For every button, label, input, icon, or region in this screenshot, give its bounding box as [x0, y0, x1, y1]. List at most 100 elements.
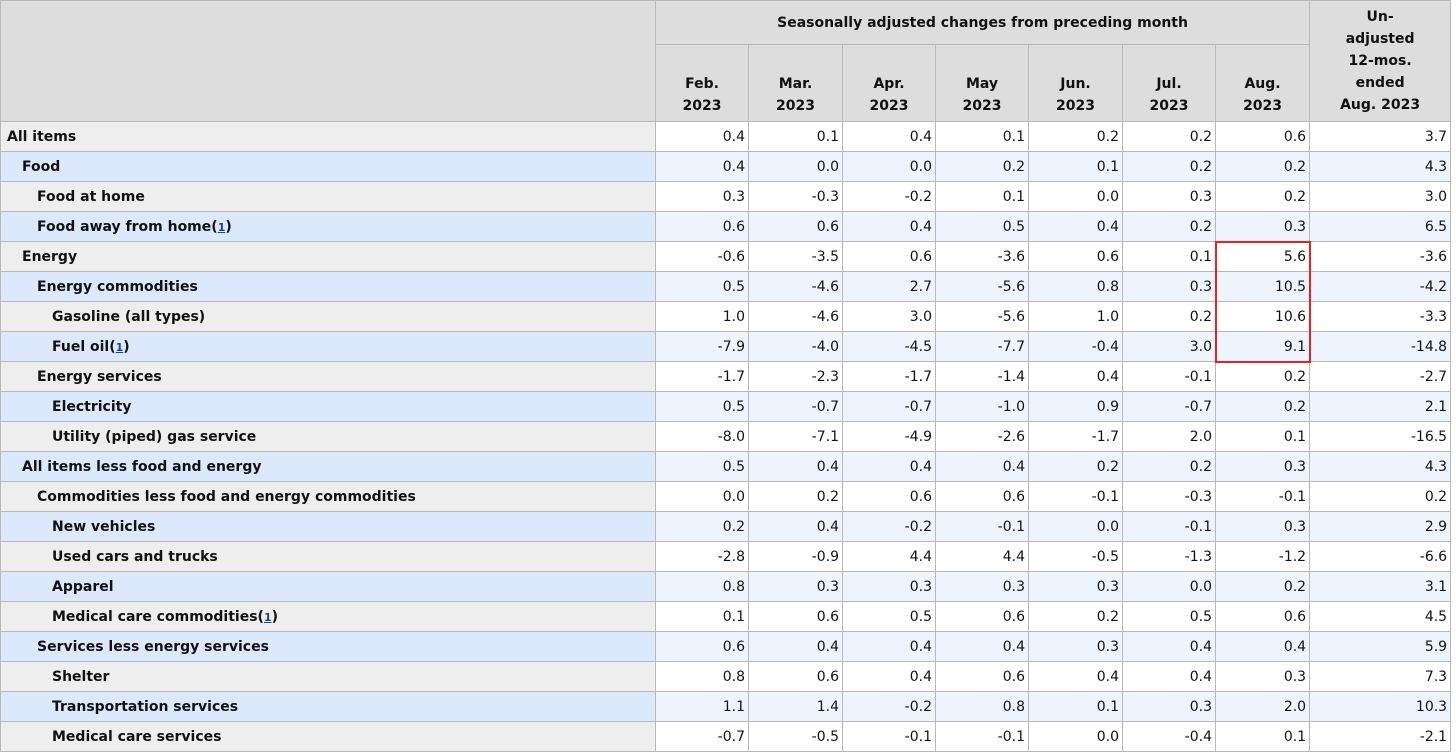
value-cell: 10.6	[1214, 301, 1311, 332]
value-cell: 0.2	[655, 511, 749, 542]
month-header-line: 2023	[962, 98, 1002, 114]
row-label-text: Energy	[22, 248, 78, 265]
value-cell: 0.5	[935, 211, 1029, 242]
seasonal-group-header: Seasonally adjusted changes from precedi…	[654, 0, 1311, 45]
value-cell: 0.4	[842, 451, 936, 482]
value-cell: 0.0	[1028, 181, 1123, 212]
value-cell: 0.2	[1122, 211, 1216, 242]
value-cell: 0.4	[842, 661, 936, 692]
value-cell: 0.3	[1028, 631, 1123, 662]
value-cell: -0.1	[1122, 511, 1216, 542]
row-label-text: Shelter	[52, 668, 110, 685]
value-cell: 1.4	[748, 691, 843, 722]
unadjusted-header-line: 12-mos.	[1348, 53, 1412, 69]
value-cell: -0.2	[842, 511, 936, 542]
value-cell: -14.8	[1309, 331, 1452, 362]
value-cell: 4.4	[935, 541, 1029, 572]
month-header-line: 2023	[1149, 98, 1189, 114]
value-cell: 0.2	[935, 151, 1029, 182]
value-cell: 0.6	[748, 211, 843, 242]
value-cell: -0.5	[1028, 541, 1123, 572]
value-cell: 0.4	[842, 121, 936, 152]
table-row: Energy commodities 0.5 -4.6 2.7 -5.6 0.8 0.3 10…	[0, 271, 1452, 302]
value-cell: 0.3	[1028, 571, 1123, 602]
table-row: Shelter 0.8 0.6 0.4 0.6 0.4 0.4 0.3 7.3	[0, 661, 1452, 692]
value-cell: -4.0	[748, 331, 843, 362]
value-cell: -0.2	[842, 691, 936, 722]
value-cell: 0.5	[655, 271, 749, 302]
value-cell: 0.3	[1122, 691, 1216, 722]
table-row: Services less energy services 0.6 0.4 0.4 0.…	[0, 631, 1452, 662]
value-cell: 0.0	[655, 481, 749, 512]
value-cell: -3.3	[1309, 301, 1452, 332]
footnote-link[interactable]: 1	[217, 220, 226, 234]
value-cell: 0.4	[842, 211, 936, 242]
value-cell: 0.3	[1122, 271, 1216, 302]
value-cell: 0.4	[1122, 661, 1216, 692]
unadjusted-header-line: Un-	[1366, 9, 1394, 25]
value-cell: 0.1	[935, 181, 1029, 212]
value-cell: 0.1	[655, 601, 749, 632]
row-label-text: Gasoline (all types)	[52, 308, 206, 325]
value-cell: 7.3	[1309, 661, 1452, 692]
value-cell: 0.0	[842, 151, 936, 182]
row-label-text: Used cars and trucks	[52, 548, 218, 565]
value-cell: -4.6	[748, 271, 843, 302]
table-row: All items 0.4 0.1 0.4 0.1 0.2 0.2 0.6 3.7	[0, 121, 1452, 152]
value-cell: 0.2	[1028, 451, 1123, 482]
month-header-line: Jul.	[1156, 76, 1182, 92]
footnote-link[interactable]: 1	[115, 340, 124, 354]
value-cell: 0.1	[1214, 721, 1311, 752]
value-cell: 0.3	[1214, 511, 1311, 542]
row-label-text: Energy commodities	[37, 278, 198, 295]
value-cell: 0.8	[655, 571, 749, 602]
row-label: Fuel oil(1)	[0, 331, 656, 362]
value-cell: -0.7	[748, 391, 843, 422]
value-cell: 1.0	[1028, 301, 1123, 332]
value-cell: -1.7	[842, 361, 936, 392]
row-label: Food	[0, 151, 656, 182]
month-header: Feb. 2023	[655, 44, 749, 122]
value-cell: 0.0	[748, 151, 843, 182]
value-cell: 0.5	[655, 451, 749, 482]
value-cell: 0.6	[935, 661, 1029, 692]
row-label-text: New vehicles	[52, 518, 156, 535]
row-label-text: Electricity	[52, 398, 132, 415]
value-cell: 5.9	[1309, 631, 1452, 662]
row-label: Used cars and trucks	[0, 541, 656, 572]
value-cell: 3.7	[1309, 121, 1452, 152]
value-cell: 0.4	[1028, 661, 1123, 692]
row-label: Electricity	[0, 391, 656, 422]
value-cell: 0.0	[1122, 571, 1216, 602]
value-cell: 3.0	[1122, 331, 1216, 362]
value-cell: -0.7	[655, 721, 749, 752]
value-cell: 0.6	[655, 631, 749, 662]
row-label: Medical care commodities(1)	[0, 601, 656, 632]
table-row: Food away from home(1) 0.6 0.6 0.4 0.5 0.4 0.2…	[0, 211, 1452, 242]
value-cell: 0.1	[1028, 151, 1123, 182]
row-label: New vehicles	[0, 511, 656, 542]
value-cell: 0.9	[1028, 391, 1123, 422]
row-label: Gasoline (all types)	[0, 301, 656, 332]
row-label-text: Transportation services	[52, 698, 239, 715]
value-cell: -6.6	[1309, 541, 1452, 572]
value-cell: 0.0	[1028, 511, 1123, 542]
row-label: Shelter	[0, 661, 656, 692]
value-cell: 9.1	[1214, 331, 1311, 362]
value-cell: 0.2	[748, 481, 843, 512]
month-header-line: 2023	[869, 98, 909, 114]
value-cell: 0.4	[842, 631, 936, 662]
row-label-text: Fuel oil	[52, 338, 110, 355]
value-cell: 0.2	[1122, 451, 1216, 482]
table-row: Transportation services 1.1 1.4 -0.2 0.8 0.1 0…	[0, 691, 1452, 722]
value-cell: -1.4	[935, 361, 1029, 392]
month-header-line: May	[965, 76, 999, 92]
value-cell: 0.2	[1214, 391, 1311, 422]
value-cell: 0.4	[1122, 631, 1216, 662]
footnote-link[interactable]: 1	[263, 610, 272, 624]
table-row: Energy services -1.7 -2.3 -1.7 -1.4 0.4 -0.1 0.…	[0, 361, 1452, 392]
month-header-line: 2023	[1056, 98, 1095, 114]
value-cell: 0.2	[1309, 481, 1452, 512]
value-cell: -2.1	[1309, 721, 1452, 752]
